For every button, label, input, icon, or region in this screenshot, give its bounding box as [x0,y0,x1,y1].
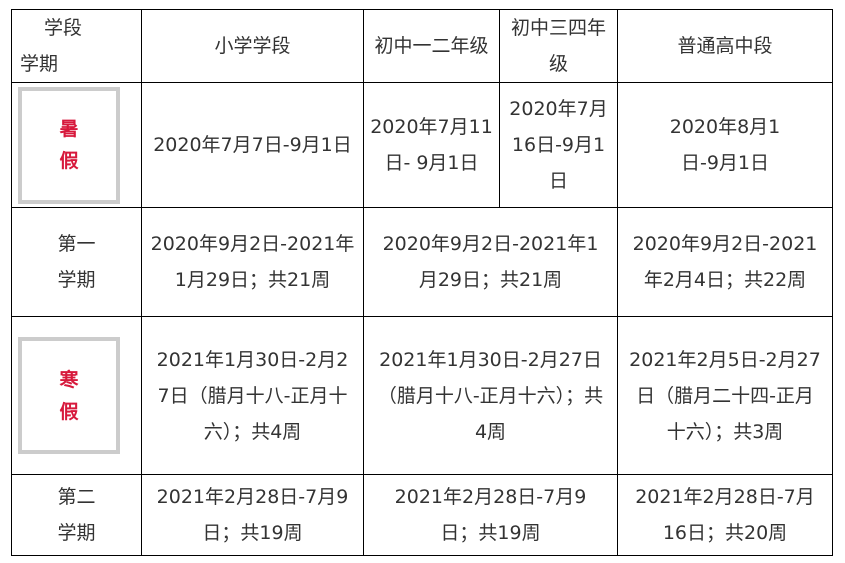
corner-bottom-label: 学期 [20,53,59,75]
row-label-summer: 暑假 [11,82,142,208]
table-cell: 2020年7月7日-9月1日 [141,82,364,208]
table-cell: 2020年9月2日-2021年1月29日；共21周 [141,207,364,317]
table-cell: 2021年1月30日-2月27日（腊月十八-正月十六）；共4周 [363,316,618,475]
school-calendar-table: 学段学期 小学学段 初中一二年级 初中三四年级 普通高中段 暑假 2020年7月… [11,9,833,556]
table-cell: 2020年7月11日- 9月1日 [363,82,500,208]
table-cell: 2020年8月1日-9月1日 [617,82,833,208]
table-row: 暑假 2020年7月7日-9月1日 2020年7月11日- 9月1日 2020年… [11,82,833,208]
table-cell: 2020年9月2日-2021年2月4日；共22周 [617,207,833,317]
table-cell: 2021年1月30日-2月27日（腊月十八-正月十六）；共4周 [141,316,364,475]
corner-header: 学段学期 [11,9,142,83]
header-row: 学段学期 小学学段 初中一二年级 初中三四年级 普通高中段 [11,9,833,83]
col-header-primary: 小学学段 [141,9,364,83]
winter-label: 寒假 [59,368,79,423]
row-label-term1: 第一学期 [11,207,142,317]
table-cell: 2020年7月16日-9月1日 [499,82,618,208]
table-row: 第二学期 2021年2月28日-7月9日；共19周 2021年2月28日-7月9… [11,474,833,556]
table-cell: 2020年9月2日-2021年1月29日；共21周 [363,207,618,317]
summer-label: 暑假 [59,118,79,172]
table-row: 寒假 2021年1月30日-2月27日（腊月十八-正月十六）；共4周 2021年… [11,316,833,475]
col-header-senior: 普通高中段 [617,9,833,83]
table-cell: 2021年2月5日-2月27日（腊月二十四-正月十六）；共3周 [617,316,833,475]
corner-top-label: 学段 [44,17,83,39]
col-header-junior-34: 初中三四年级 [499,9,618,83]
table-cell: 2021年2月28日-7月9日；共19周 [363,474,618,556]
table-row: 第一学期 2020年9月2日-2021年1月29日；共21周 2020年9月2日… [11,207,833,317]
col-header-junior-12: 初中一二年级 [363,9,500,83]
row-label-term2: 第二学期 [11,474,142,556]
table-cell: 2021年2月28日-7月9日；共19周 [141,474,364,556]
table-cell: 2021年2月28日-7月16日；共20周 [617,474,833,556]
row-label-winter: 寒假 [11,316,142,475]
